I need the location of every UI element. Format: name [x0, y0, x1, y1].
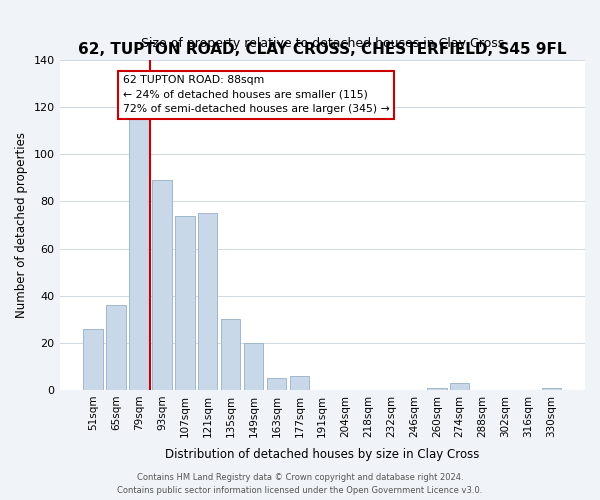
- Y-axis label: Number of detached properties: Number of detached properties: [15, 132, 28, 318]
- Bar: [129, 112, 149, 390]
- Bar: [427, 388, 446, 390]
- Title: 62, TUPTON ROAD, CLAY CROSS, CHESTERFIELD, S45 9FL: 62, TUPTON ROAD, CLAY CROSS, CHESTERFIEL…: [78, 42, 566, 58]
- Bar: [221, 320, 241, 390]
- Text: 62 TUPTON ROAD: 88sqm
← 24% of detached houses are smaller (115)
72% of semi-det: 62 TUPTON ROAD: 88sqm ← 24% of detached …: [122, 75, 389, 114]
- Bar: [175, 216, 194, 390]
- Bar: [450, 383, 469, 390]
- Text: Size of property relative to detached houses in Clay Cross: Size of property relative to detached ho…: [140, 37, 504, 50]
- Bar: [83, 328, 103, 390]
- Bar: [267, 378, 286, 390]
- Bar: [290, 376, 309, 390]
- Bar: [244, 343, 263, 390]
- Bar: [198, 213, 217, 390]
- X-axis label: Distribution of detached houses by size in Clay Cross: Distribution of detached houses by size …: [165, 448, 479, 461]
- Text: Contains HM Land Registry data © Crown copyright and database right 2024.
Contai: Contains HM Land Registry data © Crown c…: [118, 474, 482, 495]
- Bar: [152, 180, 172, 390]
- Bar: [106, 305, 126, 390]
- Bar: [542, 388, 561, 390]
